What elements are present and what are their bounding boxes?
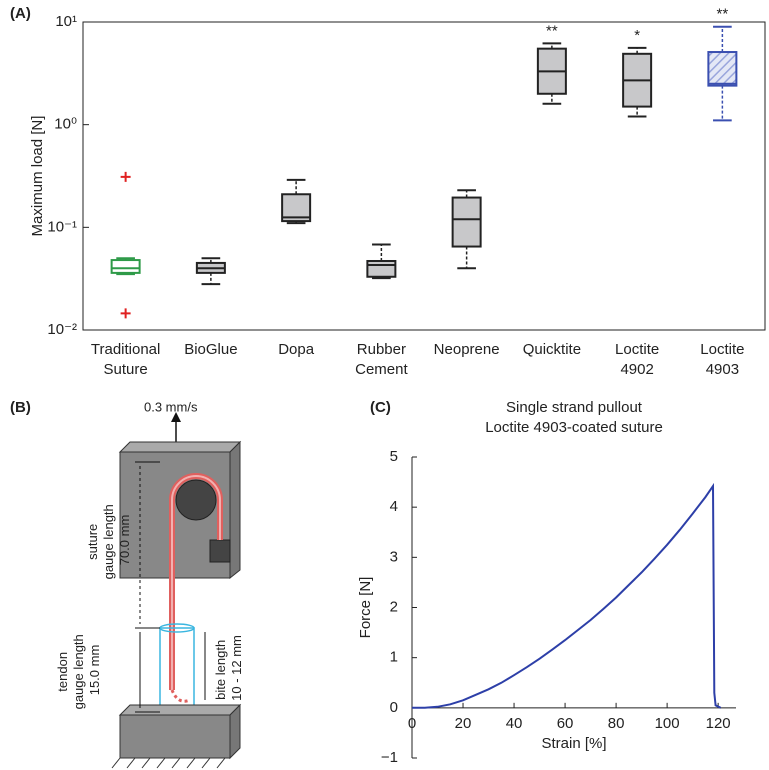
label-line: gauge length xyxy=(71,634,86,709)
y-tick-label: 0 xyxy=(390,699,398,716)
chart-subtitle: Loctite 4903-coated suture xyxy=(485,419,663,436)
label-line: gauge length xyxy=(101,504,116,579)
label-line: 15.0 mm xyxy=(87,645,102,696)
y-axis-label: Maximum load [N] xyxy=(29,116,46,237)
y-axis-label: Force [N] xyxy=(357,577,374,639)
y-tick-label: 1 xyxy=(390,649,398,666)
base-side xyxy=(229,703,241,760)
annotation: ** xyxy=(546,22,558,39)
pulley xyxy=(175,479,217,521)
speed-label: 0.3 mm/s xyxy=(144,399,198,414)
label-line: Loctite xyxy=(700,341,744,358)
tendon-label: tendon gauge length 15.0 mm xyxy=(55,631,102,710)
label-line: tendon xyxy=(55,652,70,692)
outlier xyxy=(120,171,131,182)
label-line: Quicktite xyxy=(523,341,581,358)
y-tick-label: 4 xyxy=(390,498,398,515)
panel-label: (A) xyxy=(10,5,31,22)
x-tick-label: 40 xyxy=(506,715,523,732)
x-tick-label: 100 xyxy=(655,715,680,732)
x-tick-label: 20 xyxy=(455,715,472,732)
y-tick-label: 10¹ xyxy=(55,13,77,30)
x-tick-label: Traditional Suture xyxy=(91,341,160,378)
x-tick-label: Neoprene xyxy=(434,341,500,358)
y-tick-label: 2 xyxy=(390,598,398,615)
label-line: Traditional xyxy=(91,341,160,358)
arrow-head xyxy=(171,412,181,422)
box xyxy=(110,259,141,274)
box xyxy=(707,51,738,87)
y-tick-label: 10⁰ xyxy=(54,116,77,133)
label-line: Dopa xyxy=(278,341,315,358)
x-tick-label: BioGlue xyxy=(184,341,237,358)
label-line: Suture xyxy=(104,361,148,378)
diagram: (B) 0.3 mm/s suture gauge length 70.0 mm… xyxy=(10,399,244,769)
clamp-top xyxy=(118,441,242,453)
panel-label: (B) xyxy=(10,399,31,416)
x-tick-label: Rubber Cement xyxy=(355,341,408,378)
x-tick-label: Quicktite xyxy=(523,341,581,358)
label-line: 4902 xyxy=(620,361,653,378)
label-line: suture xyxy=(85,524,100,560)
label-line: BioGlue xyxy=(184,341,237,358)
x-tick-label: Loctite 4903 xyxy=(700,341,744,378)
x-tick-label: 80 xyxy=(608,715,625,732)
y-tick-label: 10⁻¹ xyxy=(47,218,77,235)
suture-label: suture gauge length 70.0 mm xyxy=(85,501,132,580)
base-top xyxy=(118,704,242,716)
x-axis-label: Strain [%] xyxy=(541,735,606,752)
panel-label: (C) xyxy=(370,399,391,416)
screw xyxy=(209,539,231,563)
chart-title: Single strand pullout xyxy=(506,399,643,416)
tendon xyxy=(159,627,195,713)
clamp-side xyxy=(229,440,241,580)
x-tick-label: 120 xyxy=(706,715,731,732)
data-line xyxy=(412,482,722,709)
outlier xyxy=(120,308,131,319)
label-line: 10 - 12 mm xyxy=(229,635,244,701)
annotation: ** xyxy=(717,6,729,23)
plot-frame xyxy=(82,21,766,331)
y-tick-label: −1 xyxy=(381,749,398,766)
y-tick-label: 5 xyxy=(390,448,398,465)
suture-core xyxy=(171,475,221,690)
x-tick-label: 60 xyxy=(557,715,574,732)
bite-label: bite length 10 - 12 mm xyxy=(213,635,244,701)
y-tick-label: 10⁻² xyxy=(47,321,77,338)
label-line: bite length xyxy=(213,640,228,700)
label-line: Neoprene xyxy=(434,341,500,358)
label-line: 4903 xyxy=(706,361,739,378)
annotation: * xyxy=(634,27,640,44)
label-line: Loctite xyxy=(615,341,659,358)
x-tick-label: Loctite 4902 xyxy=(615,341,659,378)
x-tick-label: Dopa xyxy=(278,341,315,358)
suture-end xyxy=(170,689,191,703)
base xyxy=(119,714,231,759)
x-tick-label: 0 xyxy=(408,715,416,732)
box xyxy=(451,196,482,248)
y-tick-label: 3 xyxy=(390,548,398,565)
label-line: Cement xyxy=(355,361,408,378)
ground xyxy=(111,757,226,769)
box xyxy=(366,259,397,278)
label-line: 70.0 mm xyxy=(117,515,132,566)
label-line: Rubber xyxy=(357,341,406,358)
